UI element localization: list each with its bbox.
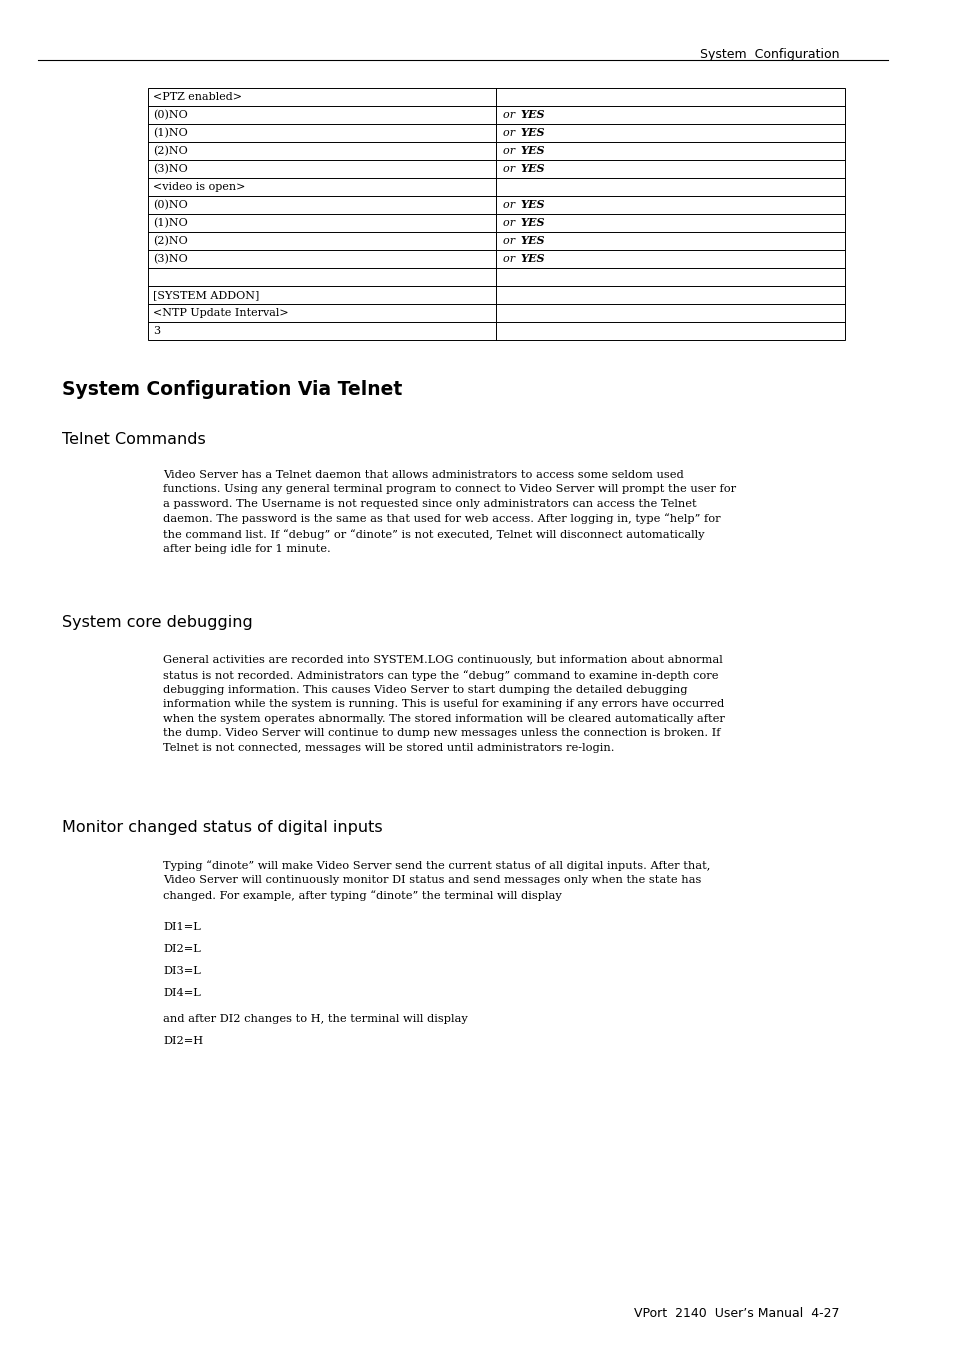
Text: (2)NO: (2)NO: [152, 236, 188, 246]
Text: or: or: [503, 200, 518, 209]
Text: <video is open>: <video is open>: [152, 182, 245, 192]
Text: or: or: [503, 128, 518, 138]
Text: VPort  2140  User’s Manual  4-27: VPort 2140 User’s Manual 4-27: [634, 1306, 840, 1320]
Text: DI2=L: DI2=L: [163, 944, 200, 954]
Text: General activities are recorded into SYSTEM.LOG continuously, but information ab: General activities are recorded into SYS…: [163, 655, 724, 753]
Text: (1)NO: (1)NO: [152, 218, 188, 228]
Text: (2)NO: (2)NO: [152, 146, 188, 157]
Text: 3: 3: [152, 326, 160, 336]
Text: DI1=L: DI1=L: [163, 921, 200, 932]
Text: YES: YES: [520, 200, 544, 211]
Text: YES: YES: [520, 127, 544, 139]
Text: <NTP Update Interval>: <NTP Update Interval>: [152, 308, 289, 317]
Text: (3)NO: (3)NO: [152, 163, 188, 174]
Text: or: or: [503, 254, 518, 263]
Text: (1)NO: (1)NO: [152, 128, 188, 138]
Text: or: or: [503, 236, 518, 246]
Text: <PTZ enabled>: <PTZ enabled>: [152, 92, 242, 101]
Bar: [148, 88, 844, 340]
Text: DI2=H: DI2=H: [163, 1036, 203, 1046]
Text: System core debugging: System core debugging: [62, 615, 253, 630]
Text: [SYSTEM ADDON]: [SYSTEM ADDON]: [152, 290, 259, 300]
Text: Telnet Commands: Telnet Commands: [62, 432, 206, 447]
Text: Monitor changed status of digital inputs: Monitor changed status of digital inputs: [62, 820, 382, 835]
Text: and after DI2 changes to H, the terminal will display: and after DI2 changes to H, the terminal…: [163, 1015, 467, 1024]
Text: YES: YES: [520, 146, 544, 157]
Text: System  Configuration: System Configuration: [700, 49, 840, 61]
Text: YES: YES: [520, 235, 544, 246]
Text: Video Server has a Telnet daemon that allows administrators to access some seldo: Video Server has a Telnet daemon that al…: [163, 470, 736, 554]
Text: DI3=L: DI3=L: [163, 966, 200, 975]
Text: YES: YES: [520, 163, 544, 174]
Text: (0)NO: (0)NO: [152, 109, 188, 120]
Text: YES: YES: [520, 254, 544, 265]
Text: DI4=L: DI4=L: [163, 988, 200, 998]
Text: or: or: [503, 163, 518, 174]
Text: (0)NO: (0)NO: [152, 200, 188, 211]
Text: System Configuration Via Telnet: System Configuration Via Telnet: [62, 380, 402, 399]
Text: or: or: [503, 218, 518, 228]
Text: Typing “dinote” will make Video Server send the current status of all digital in: Typing “dinote” will make Video Server s…: [163, 861, 710, 901]
Text: (3)NO: (3)NO: [152, 254, 188, 265]
Text: YES: YES: [520, 109, 544, 120]
Text: YES: YES: [520, 218, 544, 228]
Text: or: or: [503, 146, 518, 155]
Text: or: or: [503, 109, 518, 120]
